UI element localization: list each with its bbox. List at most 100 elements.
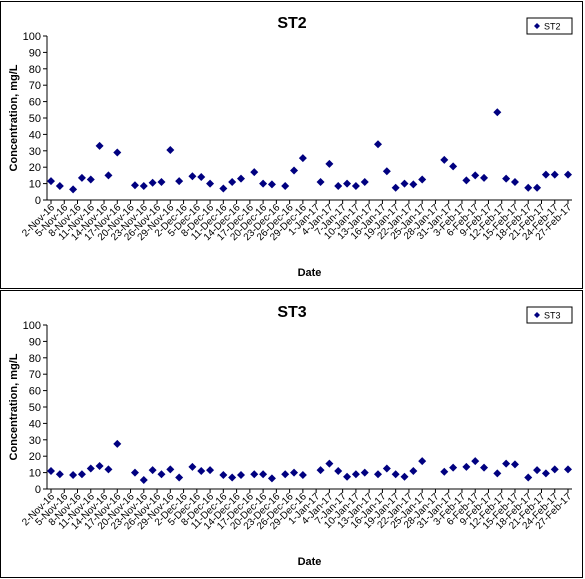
data-point bbox=[130, 468, 139, 477]
data-point bbox=[471, 171, 480, 180]
data-point bbox=[351, 182, 360, 191]
data-point bbox=[113, 148, 122, 157]
data-point bbox=[360, 468, 369, 477]
data-point bbox=[524, 183, 533, 192]
legend-label: ST3 bbox=[544, 311, 561, 321]
data-point bbox=[228, 473, 237, 482]
data-point bbox=[533, 466, 542, 475]
y-tick-label: 70 bbox=[29, 80, 41, 92]
x-axis-label: Date bbox=[298, 556, 322, 568]
data-point bbox=[77, 173, 86, 182]
data-point bbox=[290, 166, 299, 175]
data-point bbox=[206, 466, 215, 475]
data-point bbox=[325, 159, 334, 168]
data-point bbox=[250, 168, 259, 177]
chart-title: ST2 bbox=[277, 15, 306, 32]
y-tick-label: 80 bbox=[29, 353, 41, 365]
y-tick-label: 10 bbox=[29, 468, 41, 480]
x-axis-label: Date bbox=[298, 267, 322, 279]
data-point bbox=[219, 471, 228, 480]
data-point bbox=[267, 474, 276, 483]
data-point bbox=[564, 465, 572, 474]
data-point bbox=[95, 141, 104, 150]
data-point bbox=[237, 471, 246, 480]
data-point bbox=[175, 473, 184, 482]
data-point bbox=[188, 172, 197, 181]
data-point bbox=[148, 178, 157, 187]
data-point bbox=[449, 162, 458, 171]
data-point bbox=[373, 140, 382, 149]
data-point bbox=[86, 175, 95, 184]
data-point bbox=[104, 171, 113, 180]
data-point bbox=[166, 145, 175, 154]
chart-title: ST3 bbox=[277, 304, 306, 321]
data-point bbox=[480, 463, 489, 472]
data-point bbox=[325, 459, 334, 468]
data-point bbox=[564, 170, 572, 179]
data-point bbox=[197, 466, 206, 475]
data-point bbox=[343, 179, 352, 188]
data-point bbox=[360, 177, 369, 186]
data-point bbox=[157, 177, 166, 186]
y-tick-label: 0 bbox=[35, 195, 41, 207]
chart-st2: ST201020304050607080901002-Nov-165-Nov-1… bbox=[8, 15, 574, 279]
y-tick-label: 0 bbox=[35, 484, 41, 496]
data-point bbox=[462, 462, 471, 471]
data-point bbox=[334, 466, 343, 475]
data-point bbox=[493, 108, 502, 117]
data-point bbox=[259, 179, 268, 188]
data-point bbox=[382, 464, 391, 473]
data-point bbox=[316, 177, 325, 186]
data-point bbox=[298, 154, 307, 163]
data-point bbox=[166, 465, 175, 474]
data-point bbox=[290, 468, 299, 477]
data-point bbox=[502, 174, 511, 183]
data-point bbox=[541, 469, 550, 478]
y-tick-label: 100 bbox=[23, 320, 41, 332]
y-axis-label: Concentration, mg/L bbox=[8, 353, 20, 460]
y-tick-label: 10 bbox=[29, 179, 41, 191]
legend-box bbox=[526, 17, 573, 35]
data-point bbox=[471, 457, 480, 466]
y-tick-label: 50 bbox=[29, 402, 41, 414]
data-point bbox=[502, 459, 511, 468]
legend: ST2 bbox=[526, 17, 573, 35]
data-point bbox=[228, 177, 237, 186]
y-tick-label: 30 bbox=[29, 146, 41, 158]
y-tick-label: 60 bbox=[29, 386, 41, 398]
data-point bbox=[281, 182, 290, 191]
data-point bbox=[334, 182, 343, 191]
data-point bbox=[157, 470, 166, 479]
y-tick-label: 20 bbox=[29, 162, 41, 174]
data-point bbox=[524, 473, 533, 482]
data-point bbox=[298, 471, 307, 480]
chart-st3-panel: ST3 0 10 20 30 40 50 60 70 80 90 100 2-Nov-16 5-Nov-1… bbox=[0, 290, 583, 578]
data-point bbox=[418, 175, 427, 184]
data-point bbox=[69, 185, 78, 194]
legend-marker bbox=[534, 23, 540, 29]
legend-box bbox=[526, 306, 573, 324]
y-tick-label: 40 bbox=[29, 129, 41, 141]
y-tick-label: 60 bbox=[29, 97, 41, 109]
data-point bbox=[77, 470, 86, 479]
data-point bbox=[250, 470, 259, 479]
data-point bbox=[69, 471, 78, 480]
chart-st3: ST301020304050607080901002-Nov-165-Nov-1… bbox=[8, 304, 574, 568]
data-point bbox=[86, 464, 95, 473]
y-tick-label: 20 bbox=[29, 451, 41, 463]
data-point bbox=[480, 173, 489, 182]
data-point bbox=[47, 177, 55, 186]
data-point bbox=[259, 470, 268, 479]
y-tick-label: 90 bbox=[29, 47, 41, 59]
data-point bbox=[351, 470, 360, 479]
y-tick-label: 70 bbox=[29, 369, 41, 381]
data-point bbox=[400, 179, 409, 188]
y-axis-label: Concentration, mg/L bbox=[8, 64, 20, 171]
data-point bbox=[382, 167, 391, 176]
data-point bbox=[440, 155, 449, 164]
data-point bbox=[550, 465, 559, 474]
chart-st2-panel: ST2 0 10 20 30 40 50 60 70 80 90 100 2-Nov-16 5-Nov-1… bbox=[0, 1, 583, 289]
data-point bbox=[55, 182, 64, 191]
data-point bbox=[281, 470, 290, 479]
data-point bbox=[462, 176, 471, 185]
